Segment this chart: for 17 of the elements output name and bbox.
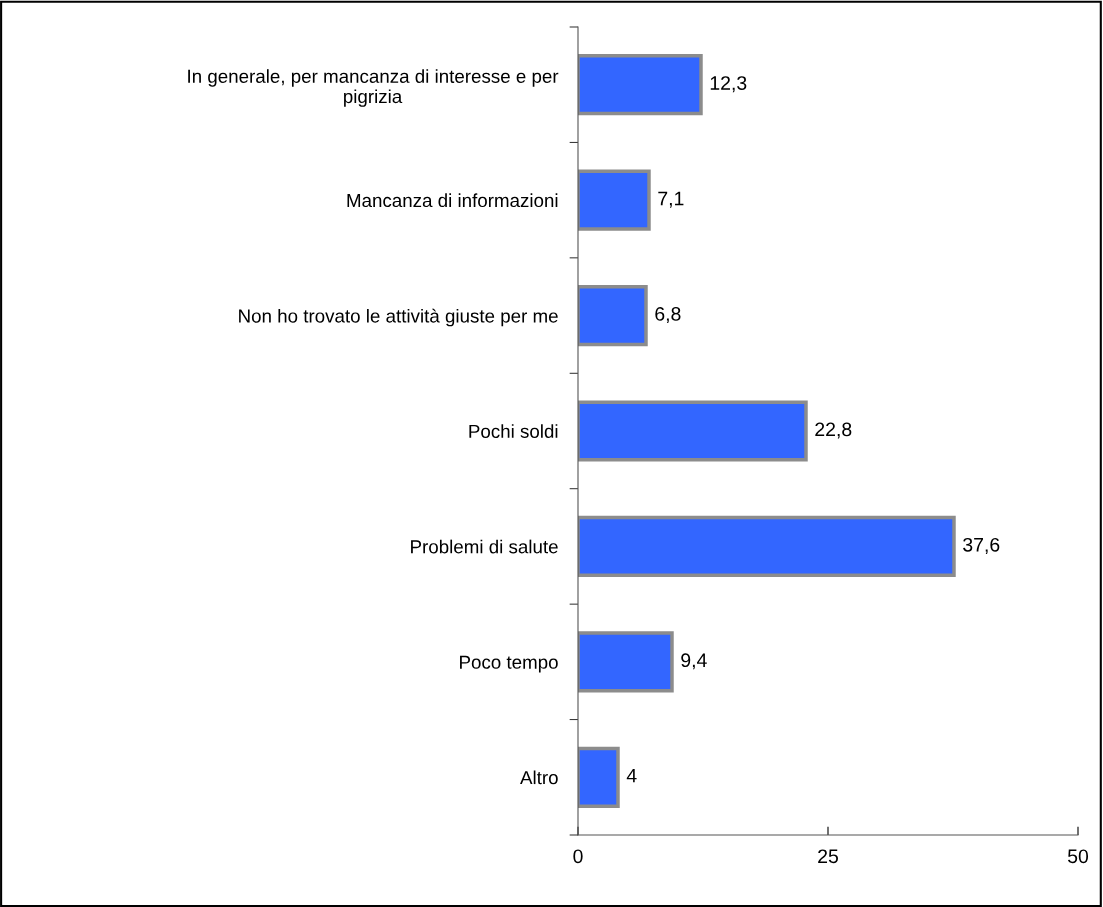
y-tick-label: In generale, per mancanza di interesse e per pigrizia xyxy=(188,69,559,107)
x-tick-label: 25 xyxy=(818,849,838,864)
data-label: 22,8 xyxy=(815,422,852,439)
x-tick-label: 0 xyxy=(573,849,583,864)
y-tick-label: Poco tempo xyxy=(460,655,558,673)
data-label: 12,3 xyxy=(710,76,747,93)
y-tick-label: Mancanza di informazioni xyxy=(347,193,558,208)
data-label: 37,6 xyxy=(963,537,1000,554)
data-label: 6,8 xyxy=(655,307,681,324)
y-tick-label: Altro xyxy=(520,770,558,785)
data-label: 9,4 xyxy=(681,653,707,670)
x-tick-label: 50 xyxy=(1067,849,1089,864)
y-tick-label: Non ho trovato le attività giuste per me xyxy=(239,308,558,327)
data-label: 4 xyxy=(626,768,637,783)
y-tick-label: Problemi di salute xyxy=(411,539,558,554)
y-tick-label: Pochi soldi xyxy=(469,424,558,438)
data-label: 7,1 xyxy=(658,191,684,208)
